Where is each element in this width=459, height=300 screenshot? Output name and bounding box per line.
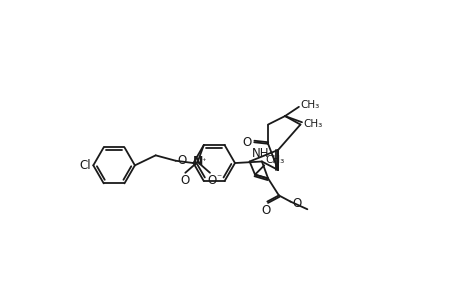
Text: Cl: Cl — [79, 159, 91, 172]
Text: O: O — [179, 173, 189, 187]
Text: O: O — [177, 154, 186, 167]
Text: O: O — [207, 174, 217, 187]
Text: O: O — [261, 204, 270, 217]
Text: NH: NH — [252, 147, 269, 160]
Text: CH₃: CH₃ — [264, 154, 284, 165]
Text: CH₃: CH₃ — [300, 100, 319, 110]
Text: O: O — [291, 196, 301, 210]
Text: N: N — [192, 155, 202, 169]
Text: ⁺: ⁺ — [201, 157, 206, 166]
Text: ⁻: ⁻ — [216, 173, 221, 184]
Text: CH₃: CH₃ — [303, 119, 322, 129]
Text: O: O — [242, 136, 252, 149]
